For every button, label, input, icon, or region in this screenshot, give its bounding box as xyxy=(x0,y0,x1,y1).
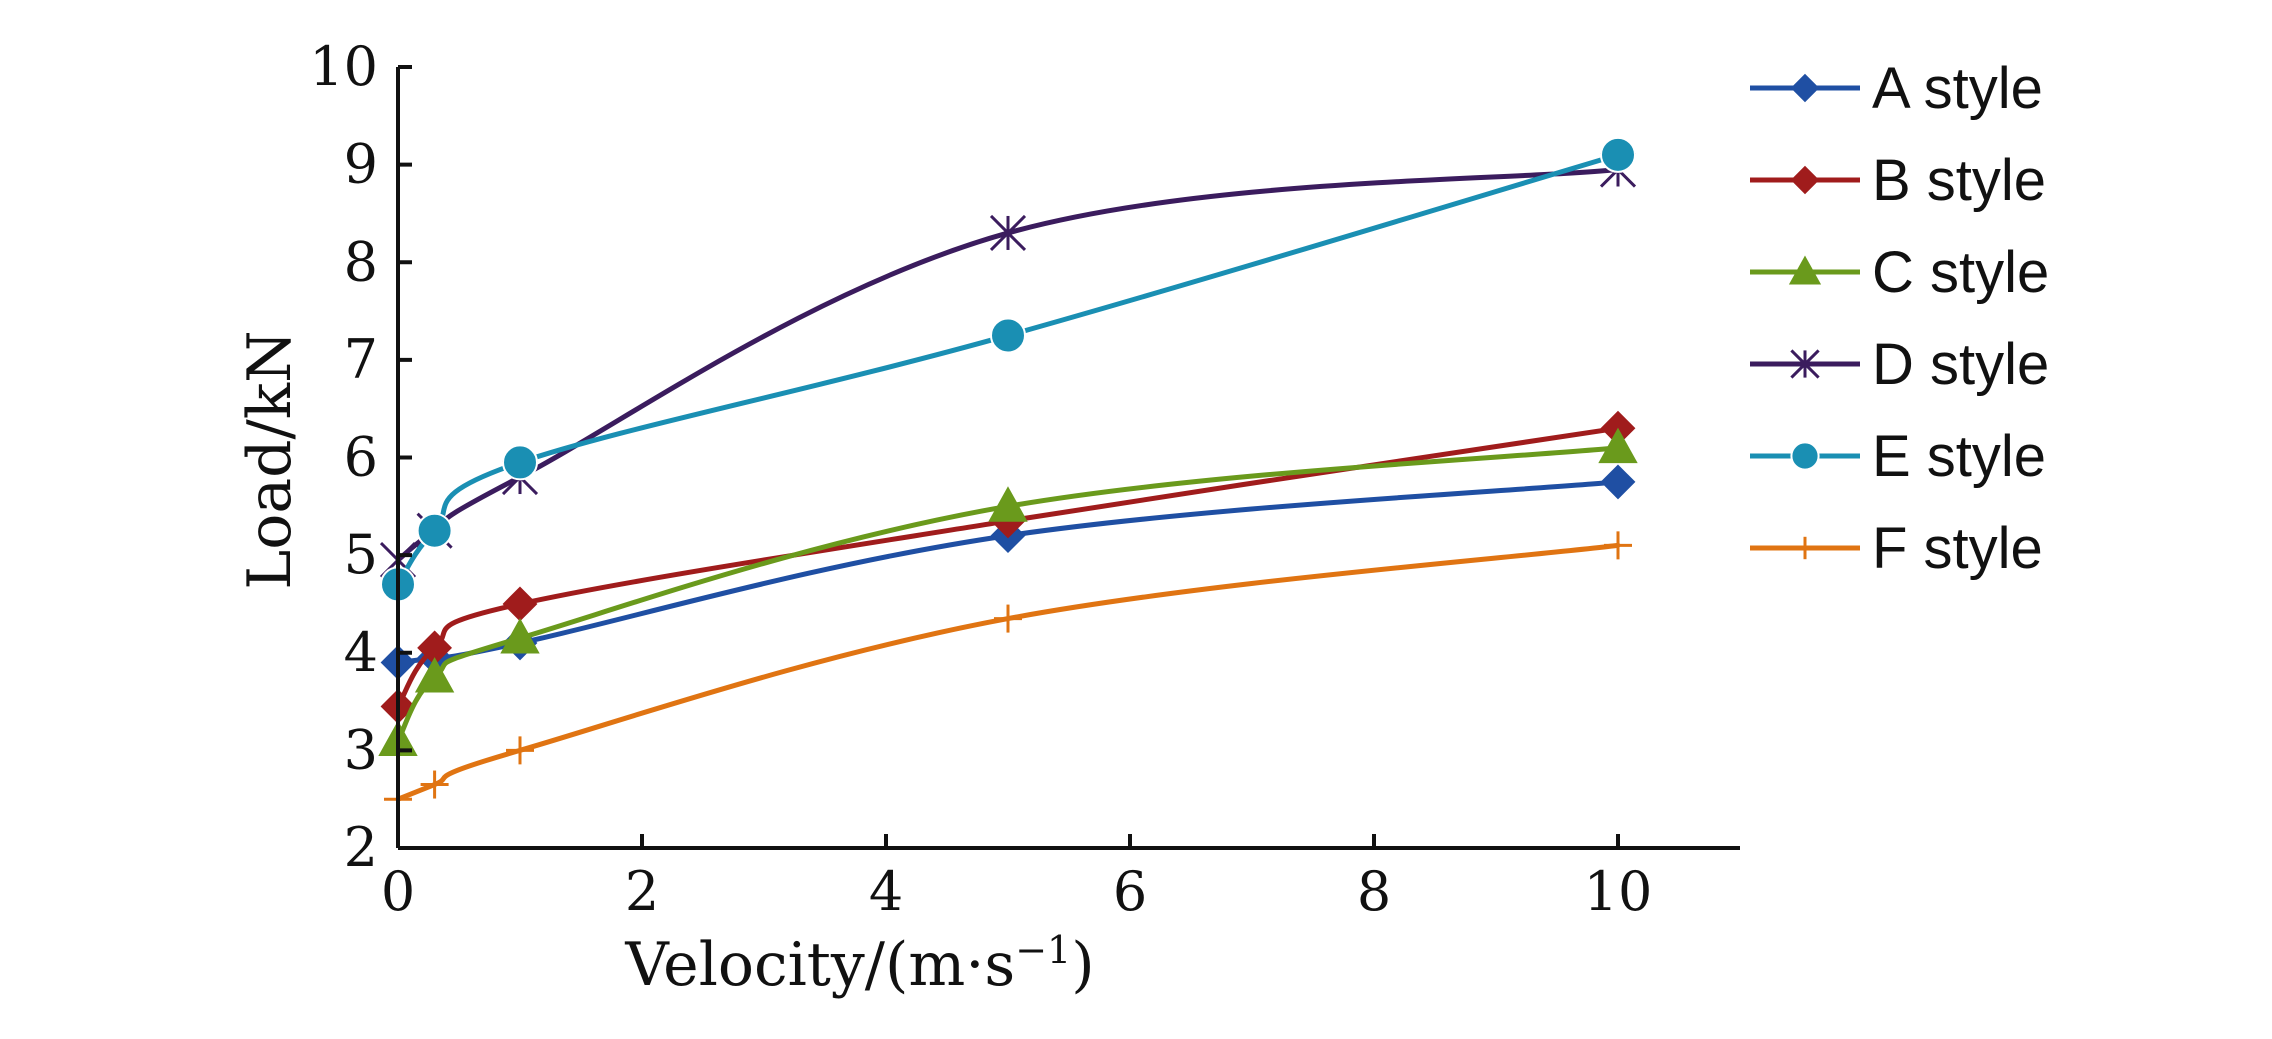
legend-label: A style xyxy=(1872,56,2043,121)
data-point xyxy=(989,214,1027,252)
series-line xyxy=(395,542,1621,802)
y-tick-label: 10 xyxy=(309,35,378,98)
y-tick-label: 5 xyxy=(344,523,378,586)
legend-label: D style xyxy=(1872,332,2049,397)
legend-item: D style xyxy=(1750,332,2049,397)
data-point xyxy=(1598,427,1638,464)
legend-label: B style xyxy=(1872,148,2046,213)
y-tick-label: 9 xyxy=(344,133,378,196)
data-point xyxy=(500,618,540,654)
data-point xyxy=(502,586,538,622)
data-point xyxy=(506,736,534,765)
series-e-style xyxy=(380,136,1636,603)
y-tick-label: 7 xyxy=(344,328,378,391)
data-point xyxy=(416,512,453,549)
legend-item: A style xyxy=(1750,56,2043,121)
series-f-style xyxy=(384,531,1632,814)
legend-marker xyxy=(1788,255,1822,285)
legend-marker xyxy=(1790,165,1820,195)
y-axis-title: Load/kN xyxy=(235,330,305,589)
legend-marker xyxy=(1790,349,1820,379)
legend-item: F style xyxy=(1750,516,2043,581)
series-c-style xyxy=(378,427,1638,757)
x-tick-label: 2 xyxy=(625,860,659,923)
legend-marker xyxy=(1790,73,1820,103)
y-tick-label: 4 xyxy=(344,621,378,684)
series-group xyxy=(378,136,1638,814)
legend-label: C style xyxy=(1872,240,2049,305)
legend-marker xyxy=(1793,536,1817,560)
legend-item: C style xyxy=(1750,240,2049,305)
data-point xyxy=(420,770,449,799)
y-tick-label: 2 xyxy=(344,816,378,879)
data-point xyxy=(988,486,1028,522)
legend-marker xyxy=(1790,441,1820,471)
series-line xyxy=(395,425,1621,709)
y-tick-label: 3 xyxy=(344,718,378,781)
y-tick-label: 6 xyxy=(344,426,378,489)
legend-item: B style xyxy=(1750,148,2046,213)
y-tick-label: 8 xyxy=(344,230,378,293)
legend-label: F style xyxy=(1872,516,2043,581)
data-point xyxy=(1600,464,1636,500)
x-tick-label: 6 xyxy=(1113,860,1147,923)
legend-label: E style xyxy=(1872,424,2046,489)
legend-item: E style xyxy=(1750,424,2046,489)
x-axis-title: Velocity/(m·s−1) xyxy=(624,928,1094,1000)
x-tick-label: 4 xyxy=(869,860,903,923)
data-point xyxy=(994,604,1022,633)
legend: A style B style C style D style E style F sty… xyxy=(1750,56,2049,581)
data-point xyxy=(414,657,455,693)
x-axis-title-close: ) xyxy=(1071,930,1094,1000)
x-axis-title-main: Velocity/(m·s xyxy=(624,930,1015,1000)
x-axis-title-superscript: −1 xyxy=(1015,928,1071,972)
data-point xyxy=(1604,531,1632,560)
x-tick-label: 8 xyxy=(1357,860,1391,923)
data-point xyxy=(502,444,538,481)
x-tick-label: 0 xyxy=(381,860,415,923)
data-point xyxy=(1600,136,1636,173)
data-point xyxy=(990,317,1026,354)
x-tick-label: 10 xyxy=(1584,860,1653,923)
